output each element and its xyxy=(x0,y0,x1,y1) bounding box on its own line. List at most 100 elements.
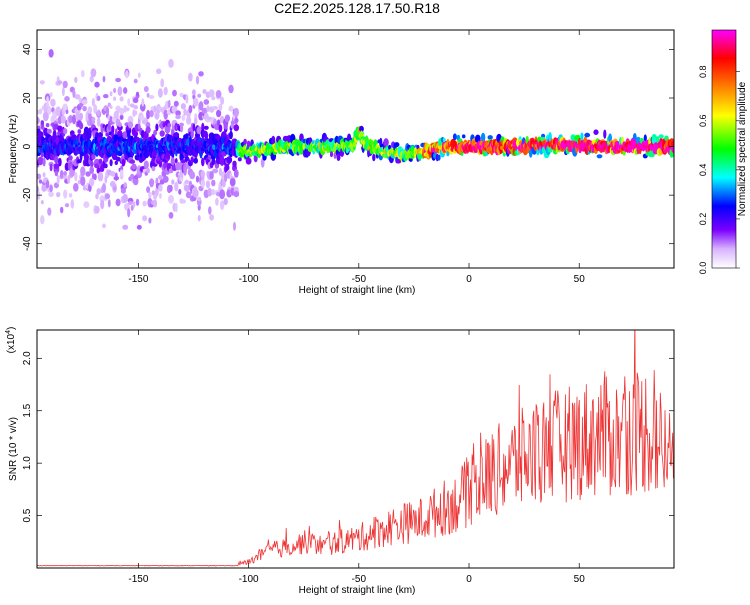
spectrogram-cell xyxy=(140,103,146,112)
spectrogram-cell xyxy=(536,149,540,156)
spectrogram-cell xyxy=(42,111,49,122)
spectrogram-cell xyxy=(122,131,129,139)
spectrogram-x-ticks: -150 -100 -50 0 50 xyxy=(128,30,585,285)
spectrogram-cell xyxy=(63,171,67,176)
colorbar-ticks: 0.0 0.2 0.4 0.6 0.8 xyxy=(698,65,740,274)
spectrogram-cell xyxy=(219,189,226,200)
spectrogram-cell xyxy=(179,92,184,98)
colorbar-tick-label: 0.4 xyxy=(698,164,708,177)
spectrogram-cell xyxy=(103,163,108,169)
spectrogram-cell xyxy=(203,125,209,130)
spectrogram-cell xyxy=(53,163,60,169)
colorbar-tick-label: 0.2 xyxy=(698,213,708,226)
spectrogram-cell xyxy=(153,129,158,136)
spectrogram-cell xyxy=(128,201,133,205)
spectrogram-cell xyxy=(643,134,647,142)
spectrogram-cell xyxy=(237,157,242,162)
spectrogram-y-ticks: -40 -20 0 20 40 xyxy=(22,43,674,251)
spectrogram-cell xyxy=(211,158,216,166)
spectrogram-cell xyxy=(190,129,194,139)
spectrogram-cell xyxy=(185,133,189,140)
spectrogram-cell xyxy=(59,137,65,142)
spectrogram-cell xyxy=(206,105,210,112)
spectrogram-cell xyxy=(90,160,94,169)
spectrogram-cell xyxy=(142,215,148,222)
spectrogram-cell xyxy=(77,179,82,185)
spectrogram-cell xyxy=(167,122,172,128)
spectrogram-cell xyxy=(185,94,189,104)
spectrogram-cell xyxy=(57,125,63,132)
snr-x-ticks: -150 -100 -50 0 50 xyxy=(128,330,585,585)
spectrogram-cell xyxy=(196,126,202,135)
snr-y-scale-base: (x10 xyxy=(6,333,17,353)
spectrogram-cell xyxy=(123,182,127,188)
spectrogram-cell xyxy=(596,154,603,159)
spectrogram-cell xyxy=(146,167,150,174)
spectrogram-cell xyxy=(153,199,158,208)
spectrogram-y-tick-label: -40 xyxy=(22,236,33,251)
spectrogram-cell xyxy=(155,123,159,132)
spectrogram-cell xyxy=(155,112,159,120)
spectrogram-cell xyxy=(655,136,660,144)
spectrogram-cell xyxy=(80,176,86,187)
spectrogram-cell xyxy=(97,171,104,182)
spectrogram-cell xyxy=(359,125,364,133)
spectrogram-cell xyxy=(113,186,117,191)
spectrogram-cell xyxy=(65,109,69,115)
spectrogram-cell xyxy=(437,154,441,161)
spectrogram-cell xyxy=(49,184,53,193)
spectrogram-y-tick-label: -20 xyxy=(22,187,33,202)
spectrogram-cell xyxy=(180,124,184,133)
spectrogram-y-tick-label: 20 xyxy=(22,92,33,104)
spectrogram-cell xyxy=(89,166,94,174)
spectrogram-cell xyxy=(96,188,101,195)
spectrogram-cell xyxy=(58,157,62,167)
spectrogram-cell xyxy=(121,158,126,167)
snr-x-label: Height of straight line (km) xyxy=(299,585,416,596)
snr-y-tick-label: 0.5 xyxy=(22,508,33,522)
spectrogram-cell xyxy=(153,105,157,113)
spectrogram-cell xyxy=(113,110,119,120)
spectrogram-cell xyxy=(190,156,194,164)
spectrogram-cell xyxy=(211,188,216,196)
spectrogram-cell xyxy=(41,183,47,192)
spectrogram-cell xyxy=(205,180,211,189)
spectrogram-cell xyxy=(216,119,221,126)
spectrogram-cell xyxy=(169,184,173,192)
spectrogram-cell xyxy=(63,128,68,135)
spectrogram-cell xyxy=(197,215,201,222)
spectrogram-cell xyxy=(209,214,215,221)
spectrogram-cell xyxy=(170,157,175,166)
spectrogram-cell xyxy=(96,117,101,127)
spectrogram-cell xyxy=(192,89,196,96)
spectrogram-cell xyxy=(115,198,121,207)
snr-frame xyxy=(36,329,675,569)
spectrogram-cell xyxy=(480,132,486,142)
spectrogram-cell xyxy=(174,202,178,213)
spectrogram-cell xyxy=(207,187,213,197)
spectrogram-cell xyxy=(45,179,50,189)
spectrogram-cell xyxy=(233,221,236,231)
spectrogram-cell xyxy=(157,88,163,98)
spectrogram-cell xyxy=(93,104,98,115)
spectrogram-cell xyxy=(63,189,68,199)
spectrogram-cell xyxy=(127,98,131,106)
spectrogram-cell xyxy=(593,129,599,135)
spectrogram-cell xyxy=(56,192,61,198)
chart-title: C2E2.2025.128.17.50.R18 xyxy=(274,0,440,16)
spectrogram-cell xyxy=(193,117,198,125)
snr-y-scale: (x104) xyxy=(5,327,17,354)
spectrogram-cell xyxy=(42,172,46,178)
spectrogram-cell xyxy=(383,138,389,147)
spectrogram-cell xyxy=(115,77,121,83)
spectrogram-cell xyxy=(119,169,124,177)
spectrogram-cell xyxy=(173,132,180,138)
spectrogram-cell xyxy=(197,196,202,202)
spectrogram-cell xyxy=(204,131,208,141)
spectrogram-cell xyxy=(224,173,228,182)
spectrogram-frame xyxy=(36,29,675,269)
spectrogram-cell xyxy=(40,200,44,205)
spectrogram-cell xyxy=(183,166,187,176)
spectrogram-cell xyxy=(114,160,119,165)
spectrogram-cell xyxy=(38,179,43,184)
